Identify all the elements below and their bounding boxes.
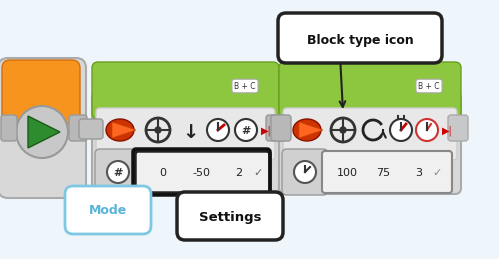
FancyBboxPatch shape xyxy=(79,119,103,139)
Text: ▶|: ▶| xyxy=(260,126,271,136)
Text: 3: 3 xyxy=(416,168,423,178)
Text: Block type icon: Block type icon xyxy=(306,33,413,47)
FancyBboxPatch shape xyxy=(0,58,86,198)
FancyBboxPatch shape xyxy=(283,108,457,160)
Text: #: # xyxy=(113,168,123,178)
Text: 75: 75 xyxy=(376,168,390,178)
Text: ✓: ✓ xyxy=(253,168,262,178)
Text: ▶|: ▶| xyxy=(442,126,453,136)
Text: 100: 100 xyxy=(336,168,357,178)
FancyBboxPatch shape xyxy=(278,13,442,63)
FancyBboxPatch shape xyxy=(177,192,283,240)
Polygon shape xyxy=(112,122,136,138)
FancyBboxPatch shape xyxy=(322,151,452,193)
FancyBboxPatch shape xyxy=(65,186,151,234)
FancyBboxPatch shape xyxy=(135,151,270,193)
Text: -50: -50 xyxy=(192,168,210,178)
FancyBboxPatch shape xyxy=(2,60,80,124)
FancyBboxPatch shape xyxy=(69,115,87,141)
Text: 2: 2 xyxy=(236,168,243,178)
Circle shape xyxy=(416,119,438,141)
Polygon shape xyxy=(28,116,60,148)
Circle shape xyxy=(294,161,316,183)
Circle shape xyxy=(235,119,257,141)
FancyBboxPatch shape xyxy=(266,115,286,141)
Text: 0: 0 xyxy=(160,168,167,178)
Polygon shape xyxy=(299,122,323,138)
Circle shape xyxy=(155,127,161,133)
Ellipse shape xyxy=(106,119,134,141)
Circle shape xyxy=(16,106,68,158)
Text: Settings: Settings xyxy=(199,211,261,224)
Circle shape xyxy=(390,119,412,141)
Text: Mode: Mode xyxy=(89,205,127,218)
FancyBboxPatch shape xyxy=(271,115,291,141)
Circle shape xyxy=(340,127,346,133)
FancyBboxPatch shape xyxy=(279,62,461,119)
Text: #: # xyxy=(242,126,250,136)
FancyBboxPatch shape xyxy=(279,92,461,194)
FancyBboxPatch shape xyxy=(92,92,279,194)
FancyBboxPatch shape xyxy=(448,115,468,141)
Text: B + C: B + C xyxy=(418,82,440,90)
Text: B + C: B + C xyxy=(234,82,256,90)
FancyBboxPatch shape xyxy=(1,115,17,141)
Circle shape xyxy=(107,161,129,183)
FancyBboxPatch shape xyxy=(282,149,328,195)
FancyBboxPatch shape xyxy=(92,62,279,119)
Text: ✓: ✓ xyxy=(432,168,442,178)
FancyBboxPatch shape xyxy=(95,149,141,195)
FancyBboxPatch shape xyxy=(96,108,275,160)
Circle shape xyxy=(207,119,229,141)
Text: ↓: ↓ xyxy=(182,123,198,141)
Ellipse shape xyxy=(293,119,321,141)
